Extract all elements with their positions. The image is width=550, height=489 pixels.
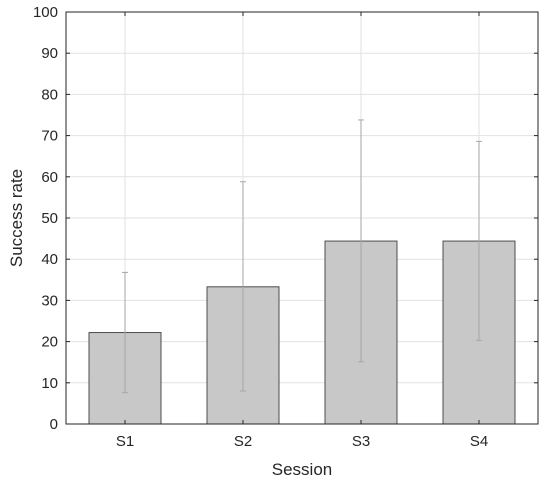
y-tick-label-20: 20: [41, 334, 58, 351]
x-tick-label-S4: S4: [470, 433, 488, 450]
y-tick-label-50: 50: [41, 210, 58, 227]
axis-ticks: 0 10 20 30 40 50 60 70 80 90 100 S1 S2 S3 S4: [33, 4, 538, 450]
x-tick-label-S3: S3: [352, 433, 370, 450]
y-axis-title: Success rate: [7, 169, 26, 267]
y-tick-label-60: 60: [41, 169, 58, 186]
y-tick-label-10: 10: [41, 375, 58, 392]
y-tick-label-30: 30: [41, 292, 58, 309]
bars: [88, 240, 516, 425]
y-tick-label-80: 80: [41, 86, 58, 103]
y-tick-label-0: 0: [50, 416, 58, 433]
x-tick-label-S1: S1: [116, 433, 134, 450]
y-tick-label-100: 100: [33, 4, 58, 21]
y-tick-label-70: 70: [41, 128, 58, 145]
y-tick-label-90: 90: [41, 45, 58, 62]
error-bars: [122, 119, 482, 394]
x-axis-title: Session: [272, 460, 332, 479]
x-tick-label-S2: S2: [234, 433, 252, 450]
y-tick-label-40: 40: [41, 251, 58, 268]
